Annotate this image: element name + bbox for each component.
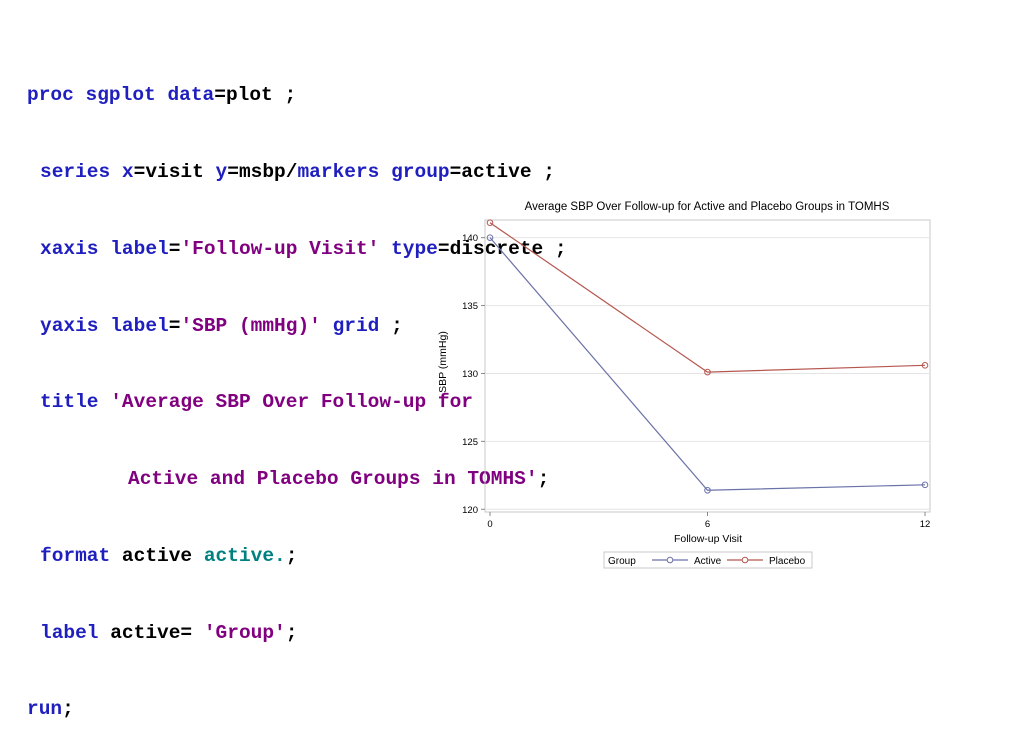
- code-keyword: y: [215, 160, 228, 183]
- code-keyword: group: [391, 160, 450, 183]
- data-point-active: [704, 486, 711, 494]
- code-keyword: type: [391, 237, 438, 260]
- y-tick-label: 125: [462, 437, 478, 448]
- code-text: ;: [285, 544, 298, 567]
- code-keyword: label: [40, 621, 99, 644]
- code-text: =active ;: [449, 160, 555, 183]
- y-tick-label: 120: [462, 505, 478, 516]
- code-keyword: data: [167, 84, 215, 107]
- code-line-5: title 'Average SBP Over Follow-up for: [27, 390, 567, 416]
- series-group: [486, 219, 929, 494]
- legend-title: Group: [608, 556, 636, 567]
- code-text: active: [110, 544, 204, 567]
- y-axis: 120 125 130 135 140: [462, 233, 485, 516]
- code-text: =discrete ;: [437, 237, 567, 260]
- data-point-placebo: [921, 362, 929, 369]
- y-tick-label: 135: [462, 301, 478, 312]
- y-tick-label: 130: [462, 369, 478, 380]
- code-keyword: format: [40, 544, 111, 567]
- series-line-active: [489, 237, 926, 491]
- code-line-2: series x=visit y=msbp/markers group=acti…: [27, 160, 567, 186]
- code-keyword: label: [110, 237, 169, 260]
- legend: Group Active Placebo: [603, 551, 813, 569]
- code-line-9: run;: [27, 697, 567, 723]
- data-point-active: [486, 234, 494, 241]
- code-line-8: label active= 'Group';: [27, 621, 567, 647]
- code-string: 'Group': [203, 621, 286, 644]
- code-text: ;: [285, 621, 298, 644]
- data-point-placebo: [486, 219, 494, 227]
- code-keyword: series: [40, 160, 111, 183]
- code-keyword: x: [121, 160, 134, 183]
- code-format-name: active.: [203, 544, 286, 567]
- code-keyword: grid: [332, 314, 380, 337]
- data-point-active: [921, 481, 929, 489]
- legend-marker-placebo: [741, 556, 749, 564]
- code-text: =: [168, 314, 181, 337]
- code-text: =msbp/: [227, 160, 298, 183]
- legend-label-active: Active: [694, 556, 722, 567]
- code-string: 'SBP (mmHg)': [180, 314, 321, 337]
- y-tick-label: 140: [462, 233, 478, 244]
- series-line-placebo: [489, 222, 926, 373]
- data-point-placebo: [704, 368, 711, 376]
- code-text: =: [168, 237, 181, 260]
- legend-label-placebo: Placebo: [769, 556, 806, 567]
- x-tick-label: 6: [705, 519, 710, 530]
- code-text: ;: [62, 698, 74, 721]
- sbp-line-chart: Average SBP Over Follow-up for Active an…: [437, 201, 931, 569]
- code-text: ;: [379, 314, 403, 337]
- x-axis: 0 6 12: [487, 512, 930, 530]
- legend-frame: [603, 551, 813, 569]
- code-string: 'Follow-up Visit': [180, 237, 380, 260]
- code-keyword: yaxis: [40, 314, 99, 337]
- code-keyword: xaxis: [40, 237, 99, 260]
- code-keyword: proc sgplot: [27, 84, 156, 107]
- code-text: =plot ;: [214, 84, 297, 107]
- code-text: active=: [98, 621, 204, 644]
- code-line-3: xaxis label='Follow-up Visit' type=discr…: [27, 237, 567, 263]
- chart-title: Average SBP Over Follow-up for Active an…: [525, 201, 890, 213]
- code-text: ;: [537, 468, 550, 491]
- plot-area-frame: [484, 219, 931, 513]
- code-text: =visit: [133, 160, 216, 183]
- code-keyword: title: [40, 391, 99, 414]
- code-keyword: run: [27, 698, 63, 721]
- sas-code-block: proc sgplot data=plot ; series x=visit y…: [27, 32, 567, 749]
- legend-marker-active: [666, 556, 674, 564]
- grid-lines: [485, 237, 930, 510]
- x-tick-label: 12: [920, 519, 931, 530]
- code-line-4: yaxis label='SBP (mmHg)' grid ;: [27, 314, 567, 340]
- code-line-7: format active active.;: [27, 544, 567, 570]
- code-string: 'Average SBP Over Follow-up for: [110, 391, 473, 414]
- code-line-1: proc sgplot data=plot ;: [27, 83, 567, 109]
- x-axis-label: Follow-up Visit: [674, 533, 742, 545]
- code-keyword: markers: [297, 160, 380, 183]
- code-keyword: label: [110, 314, 169, 337]
- x-tick-label: 0: [487, 519, 492, 530]
- y-axis-label: SBP (mmHg): [437, 331, 449, 393]
